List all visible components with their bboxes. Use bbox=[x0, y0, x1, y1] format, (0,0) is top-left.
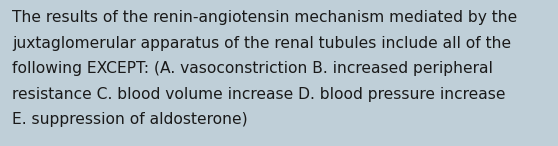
Text: following EXCEPT: (A. vasoconstriction B. increased peripheral: following EXCEPT: (A. vasoconstriction B… bbox=[12, 61, 493, 76]
Text: E. suppression of aldosterone): E. suppression of aldosterone) bbox=[12, 112, 248, 127]
Text: resistance C. blood volume increase D. blood pressure increase: resistance C. blood volume increase D. b… bbox=[12, 87, 506, 102]
Text: The results of the renin-angiotensin mechanism mediated by the: The results of the renin-angiotensin mec… bbox=[12, 10, 517, 25]
Text: juxtaglomerular apparatus of the renal tubules include all of the: juxtaglomerular apparatus of the renal t… bbox=[12, 36, 511, 51]
